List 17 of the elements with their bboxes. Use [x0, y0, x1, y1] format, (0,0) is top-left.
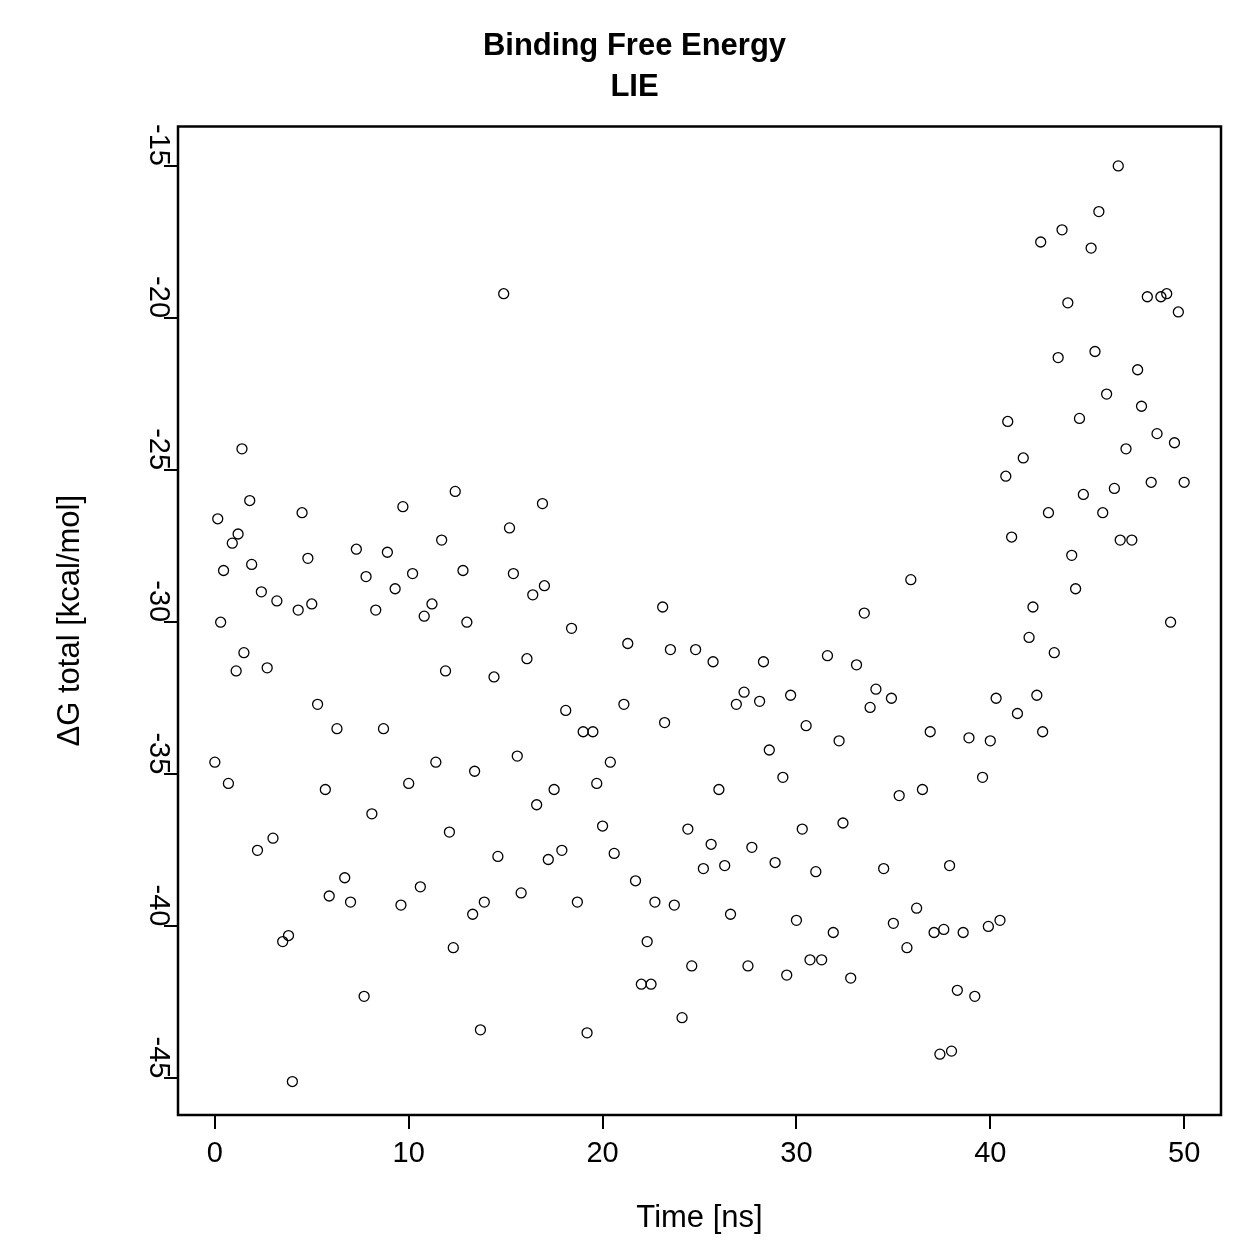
y-tick-label: -25 [144, 428, 176, 471]
x-axis-title: Time [ns] [636, 1198, 763, 1234]
x-tick-label: 20 [586, 1136, 619, 1169]
chart-title: Binding Free Energy [482, 27, 787, 63]
x-tick-label: 0 [206, 1136, 223, 1169]
y-tick-label: -20 [144, 276, 176, 319]
x-tick-label: 30 [780, 1136, 813, 1169]
x-tick-label: 10 [392, 1136, 425, 1169]
chart-subtitle: LIE [610, 68, 659, 104]
y-tick-label: -35 [144, 732, 176, 775]
y-tick-label: -15 [144, 124, 176, 166]
y-axis-title: ΔG total [kcal/mol] [51, 494, 87, 747]
y-tick-label: -45 [144, 1036, 176, 1079]
x-tick-label: 50 [1168, 1136, 1201, 1169]
y-tick-label: -30 [144, 580, 176, 623]
y-tick-label: -40 [144, 884, 176, 927]
x-tick-label: 40 [974, 1136, 1007, 1169]
